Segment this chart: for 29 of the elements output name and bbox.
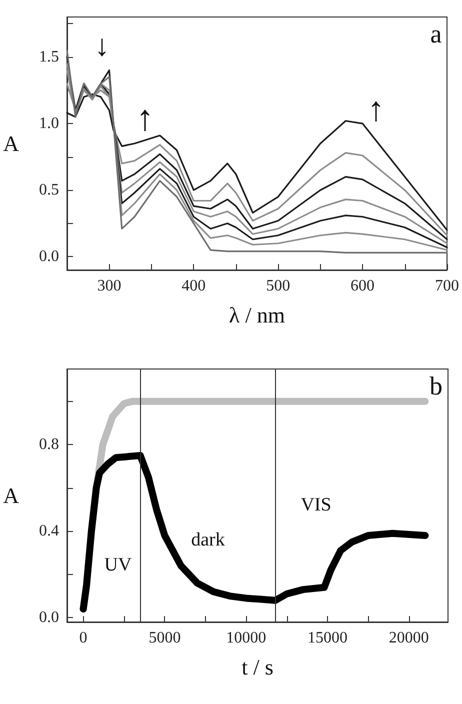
x-tick-label: 10000 <box>226 630 266 646</box>
annotation: ↑ <box>368 92 384 128</box>
y-tick-label: 0.8 <box>39 436 59 454</box>
y-tick-label: 1.5 <box>39 48 59 66</box>
y-tick-label: 0.0 <box>39 248 59 266</box>
annotation: UV <box>104 554 132 576</box>
x-tick-label: 300 <box>97 278 122 294</box>
y-tick-label: 1.0 <box>39 115 59 132</box>
x-tick-label: 500 <box>266 278 290 294</box>
x-tick-label: 600 <box>350 278 375 294</box>
x-axis-title: λ / nm <box>229 302 285 328</box>
x-tick-label: 0 <box>79 630 88 646</box>
annotation: b <box>430 372 442 400</box>
x-tick-label: 400 <box>182 278 206 294</box>
annotation: ↑ <box>136 98 154 138</box>
y-tick-label: 0.5 <box>39 182 59 199</box>
annotation: a <box>430 20 442 48</box>
annotation: VIS <box>300 494 332 516</box>
x-tick-label: 20000 <box>388 630 429 646</box>
y-tick-label: 0.0 <box>39 609 59 626</box>
annotation: dark <box>191 530 226 550</box>
annotation: ↓ <box>94 30 110 62</box>
x-tick-label: 15000 <box>308 630 348 646</box>
y-tick-label: 0.4 <box>39 522 59 540</box>
x-axis-title: t / s <box>242 654 274 680</box>
y-axis-title: A <box>3 483 20 508</box>
y-axis-title: A <box>3 131 20 156</box>
x-tick-label: 700 <box>435 278 459 294</box>
x-tick-label: 5000 <box>148 630 181 646</box>
